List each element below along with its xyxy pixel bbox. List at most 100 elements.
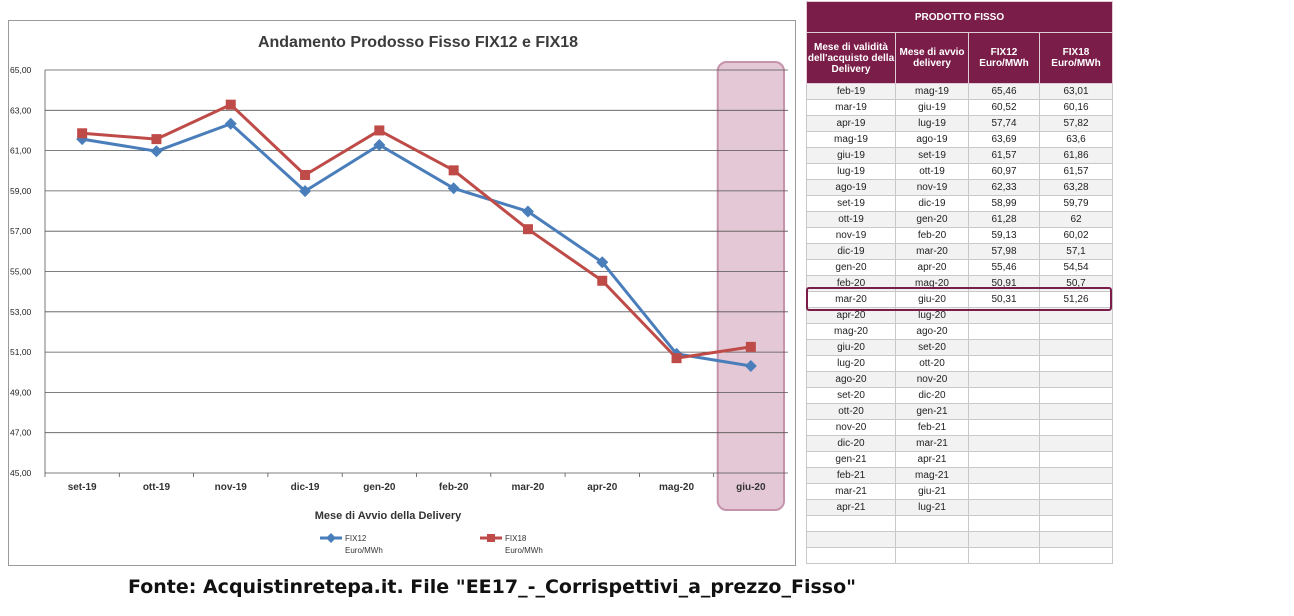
cell-start-month: giu-20 — [895, 291, 969, 308]
table-row: ago-19 nov-19 62,33 63,28 — [806, 179, 1113, 196]
cell-start-month: mar-21 — [895, 435, 969, 452]
cell-fix18-value — [1039, 499, 1113, 516]
cell-fix18-value: 61,57 — [1039, 163, 1113, 180]
data-point-fix12 — [373, 138, 386, 151]
data-point-fix12 — [224, 117, 237, 130]
x-tick-label: nov-19 — [215, 482, 248, 493]
table-row: lug-20 ott-20 — [806, 355, 1113, 372]
table-row — [806, 515, 1113, 532]
fixed-price-table: PRODOTTO FISSO Mese di validità dell'acq… — [806, 1, 1113, 564]
data-point-fix18 — [151, 134, 162, 145]
cell-fix18-value — [1039, 323, 1113, 340]
cell-start-month: mag-19 — [895, 83, 969, 100]
cell-fix12-value — [968, 531, 1040, 548]
cell-start-month: dic-19 — [895, 195, 969, 212]
cell-fix18-value — [1039, 355, 1113, 372]
cell-fix18-value — [1039, 339, 1113, 356]
cell-fix12-value: 60,52 — [968, 99, 1040, 116]
table-row: set-20 dic-20 — [806, 387, 1113, 404]
cell-start-month: ago-19 — [895, 131, 969, 148]
x-tick-label: apr-20 — [587, 482, 617, 493]
cell-start-month: feb-20 — [895, 227, 969, 244]
cell-fix18-value: 60,02 — [1039, 227, 1113, 244]
cell-fix18-value: 60,16 — [1039, 99, 1113, 116]
data-point-fix18 — [225, 99, 236, 110]
table-row: mar-19 giu-19 60,52 60,16 — [806, 99, 1113, 116]
cell-validity-month — [806, 531, 896, 548]
cell-fix12-value — [968, 435, 1040, 452]
table-row: mag-20 ago-20 — [806, 323, 1113, 340]
table-row: mag-19 ago-19 63,69 63,6 — [806, 131, 1113, 148]
cell-validity-month: mar-21 — [806, 483, 896, 500]
cell-start-month: ott-19 — [895, 163, 969, 180]
cell-start-month: gen-21 — [895, 403, 969, 420]
cell-fix12-value — [968, 307, 1040, 324]
table-row: nov-19 feb-20 59,13 60,02 — [806, 227, 1113, 244]
cell-fix12-value — [968, 323, 1040, 340]
data-point-fix12 — [150, 145, 163, 158]
cell-validity-month: set-19 — [806, 195, 896, 212]
cell-start-month — [895, 531, 969, 548]
cell-start-month: giu-19 — [895, 99, 969, 116]
cell-start-month: lug-20 — [895, 307, 969, 324]
cell-fix18-value — [1039, 307, 1113, 324]
x-tick-label: mar-20 — [512, 482, 545, 493]
cell-start-month: mar-20 — [895, 243, 969, 260]
legend-marker-fix12 — [326, 533, 336, 543]
cell-fix12-value: 62,33 — [968, 179, 1040, 196]
cell-fix18-value: 59,79 — [1039, 195, 1113, 212]
y-tick-label: 47,00 — [10, 428, 32, 438]
data-point-fix18 — [671, 353, 682, 364]
table-row: gen-20 apr-20 55,46 54,54 — [806, 259, 1113, 276]
source-note: Fonte: Acquistinretepa.it. File "EE17_-_… — [128, 576, 857, 598]
cell-start-month: set-19 — [895, 147, 969, 164]
cell-validity-month: feb-19 — [806, 83, 896, 100]
cell-fix18-value — [1039, 531, 1113, 548]
cell-start-month: nov-19 — [895, 179, 969, 196]
data-point-fix18 — [300, 169, 311, 180]
cell-fix18-value — [1039, 467, 1113, 484]
cell-validity-month: ago-19 — [806, 179, 896, 196]
table-row: mar-21 giu-21 — [806, 483, 1113, 500]
cell-validity-month: apr-20 — [806, 307, 896, 324]
cell-validity-month: feb-20 — [806, 275, 896, 292]
y-tick-label: 63,00 — [10, 105, 32, 115]
cell-start-month — [895, 515, 969, 532]
x-tick-label: ott-19 — [143, 482, 171, 493]
cell-start-month: giu-21 — [895, 483, 969, 500]
data-point-fix12 — [447, 182, 460, 195]
data-point-fix18 — [522, 224, 533, 235]
chart-frame — [8, 20, 796, 566]
data-point-fix12 — [744, 360, 757, 373]
cell-fix18-value — [1039, 435, 1113, 452]
cell-validity-month: mag-20 — [806, 323, 896, 340]
table-row: giu-19 set-19 61,57 61,86 — [806, 147, 1113, 164]
chart-title: Andamento Prodosso Fisso FIX12 e FIX18 — [258, 34, 578, 51]
x-tick-label: feb-20 — [439, 482, 469, 493]
cell-validity-month: mar-19 — [806, 99, 896, 116]
table-row: feb-20 mag-20 50,91 50,7 — [806, 275, 1113, 292]
cell-fix12-value: 58,99 — [968, 195, 1040, 212]
y-tick-label: 55,00 — [10, 267, 32, 277]
cell-validity-month: giu-20 — [806, 339, 896, 356]
header-fix12: FIX12 Euro/MWh — [968, 32, 1040, 84]
cell-fix12-value: 61,57 — [968, 147, 1040, 164]
table-body: feb-19 mag-19 65,46 63,01 mar-19 giu-19 60,52 6… — [806, 83, 1113, 564]
data-point-fix18 — [77, 128, 88, 139]
x-tick-label: gen-20 — [363, 482, 396, 493]
y-tick-label: 61,00 — [10, 146, 32, 156]
cell-validity-month: ago-20 — [806, 371, 896, 388]
cell-fix12-value — [968, 419, 1040, 436]
table-row — [806, 531, 1113, 548]
cell-start-month: apr-20 — [895, 259, 969, 276]
cell-validity-month: giu-19 — [806, 147, 896, 164]
cell-fix18-value — [1039, 547, 1113, 564]
y-tick-label: 65,00 — [10, 65, 32, 75]
cell-validity-month: dic-20 — [806, 435, 896, 452]
cell-start-month: lug-21 — [895, 499, 969, 516]
table-row — [806, 547, 1113, 564]
cell-fix12-value: 61,28 — [968, 211, 1040, 228]
table-row: dic-19 mar-20 57,98 57,1 — [806, 243, 1113, 260]
legend-label: FIX12 — [345, 534, 367, 543]
y-tick-label: 49,00 — [10, 387, 32, 397]
